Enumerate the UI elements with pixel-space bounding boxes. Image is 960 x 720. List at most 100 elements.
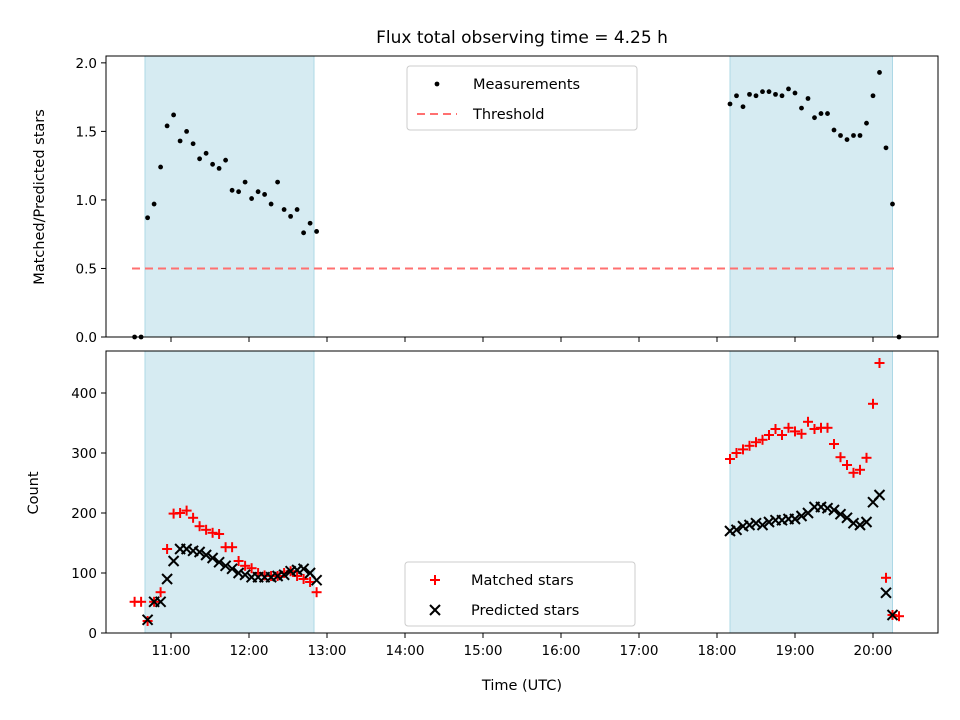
measurement-point bbox=[307, 220, 313, 226]
predicted-star-point bbox=[154, 596, 167, 608]
series-predicted-stars bbox=[141, 489, 899, 626]
legend-box bbox=[404, 561, 636, 627]
x-tick-label: 18:00 bbox=[698, 643, 737, 659]
matched-star-point bbox=[829, 439, 839, 449]
measurement-point bbox=[727, 101, 733, 107]
measurement-point bbox=[805, 96, 811, 101]
matched-star-point bbox=[751, 437, 761, 448]
measurement-point bbox=[818, 111, 824, 116]
predicted-star-point bbox=[756, 519, 769, 531]
predicted-star-point bbox=[750, 517, 762, 529]
x-tick-label: 17:00 bbox=[620, 643, 659, 659]
x-tick-label: 11:00 bbox=[152, 643, 191, 659]
legend-entry-label: Predicted stars bbox=[471, 603, 579, 619]
matched-star-point bbox=[855, 464, 865, 475]
measurement-point bbox=[844, 137, 850, 143]
measurement-point bbox=[838, 133, 843, 138]
observing-interval-band bbox=[144, 55, 315, 338]
matched-star-point bbox=[822, 422, 833, 433]
predicted-star-point bbox=[161, 573, 173, 585]
measurement-point bbox=[216, 166, 222, 171]
top-y-axis-label: Matched/Predicted stars bbox=[32, 109, 48, 285]
predicted-star-point bbox=[226, 563, 238, 575]
matched-star-point bbox=[894, 611, 904, 622]
measurement-point bbox=[773, 91, 778, 97]
matched-star-point bbox=[783, 422, 794, 433]
measurement-point bbox=[275, 179, 280, 185]
measurement-point bbox=[786, 86, 791, 92]
matched-star-point bbox=[790, 426, 800, 437]
matched-star-point bbox=[796, 428, 807, 439]
predicted-star-point bbox=[730, 524, 743, 536]
predicted-star-point bbox=[193, 546, 206, 558]
legend-box bbox=[406, 65, 638, 131]
measurement-point bbox=[883, 145, 889, 151]
measurement-point bbox=[812, 115, 817, 121]
predicted-star-point bbox=[239, 569, 251, 581]
y-tick-label: 0.5 bbox=[76, 261, 97, 277]
measurement-point bbox=[857, 133, 863, 138]
matched-star-point bbox=[155, 587, 166, 598]
predicted-star-point bbox=[206, 552, 219, 564]
predicted-star-point bbox=[429, 604, 441, 616]
bottom-y-axis-label: Count bbox=[26, 471, 42, 514]
matched-star-point bbox=[757, 434, 768, 445]
matched-star-point bbox=[777, 430, 787, 440]
matched-star-point bbox=[770, 424, 781, 434]
series-measurements bbox=[132, 70, 902, 340]
measurement-point bbox=[249, 196, 255, 201]
predicted-star-point bbox=[834, 508, 847, 520]
legend-entry-label: Threshold bbox=[472, 107, 544, 123]
predicted-star-point bbox=[763, 516, 775, 528]
matched-star-point bbox=[874, 358, 885, 368]
legend-entry-label: Matched stars bbox=[471, 573, 574, 589]
matched-star-point bbox=[201, 524, 212, 535]
y-tick-label: 1.5 bbox=[76, 124, 97, 140]
x-tick-label: 15:00 bbox=[464, 643, 503, 659]
matched-star-point bbox=[744, 440, 755, 451]
matched-star-point bbox=[207, 527, 218, 538]
measurement-point bbox=[158, 164, 164, 170]
measurement-point bbox=[799, 105, 804, 111]
measurement-point bbox=[766, 89, 772, 95]
matched-star-point bbox=[162, 544, 173, 554]
matched-star-point bbox=[311, 587, 322, 598]
x-axis-label: Time (UTC) bbox=[481, 678, 562, 694]
matched-star-point bbox=[181, 505, 192, 516]
measurement-point bbox=[151, 201, 157, 207]
matched-star-point bbox=[881, 572, 891, 583]
measurement-point bbox=[242, 179, 248, 185]
predicted-star-point bbox=[873, 489, 886, 501]
matched-star-point bbox=[233, 556, 244, 566]
x-tick-label: 13:00 bbox=[308, 643, 347, 659]
matched-star-point bbox=[868, 398, 878, 409]
matched-star-point bbox=[175, 508, 186, 518]
y-tick-label: 200 bbox=[71, 506, 97, 522]
x-tick-label: 12:00 bbox=[230, 643, 269, 659]
measurement-point bbox=[314, 229, 319, 234]
predicted-star-point bbox=[886, 609, 899, 621]
matched-star-point bbox=[246, 563, 257, 574]
counts-panel: 0 100 200 300 400 11:00 12:00 13:00 14:00 15:00 16… bbox=[71, 350, 939, 659]
matched-star-point bbox=[731, 448, 742, 458]
measurement-point bbox=[210, 161, 216, 167]
predicted-star-point bbox=[213, 556, 225, 568]
y-tick-label: 0 bbox=[88, 626, 97, 642]
predicted-star-point bbox=[795, 510, 808, 522]
predicted-star-point bbox=[167, 555, 180, 567]
measurement-point bbox=[825, 111, 830, 116]
measurement-point bbox=[877, 70, 882, 75]
measurement-point bbox=[434, 81, 440, 87]
predicted-star-point bbox=[219, 560, 232, 572]
y-tick-label: 300 bbox=[71, 446, 97, 462]
predicted-star-point bbox=[828, 504, 840, 516]
predicted-star-point bbox=[880, 587, 892, 599]
measurement-point bbox=[831, 127, 837, 133]
predicted-star-point bbox=[847, 517, 860, 529]
matched-star-point bbox=[764, 430, 774, 440]
matched-star-point bbox=[188, 512, 199, 523]
matched-star-point bbox=[214, 529, 225, 539]
measurement-point bbox=[255, 189, 261, 195]
measurement-point bbox=[890, 201, 895, 207]
